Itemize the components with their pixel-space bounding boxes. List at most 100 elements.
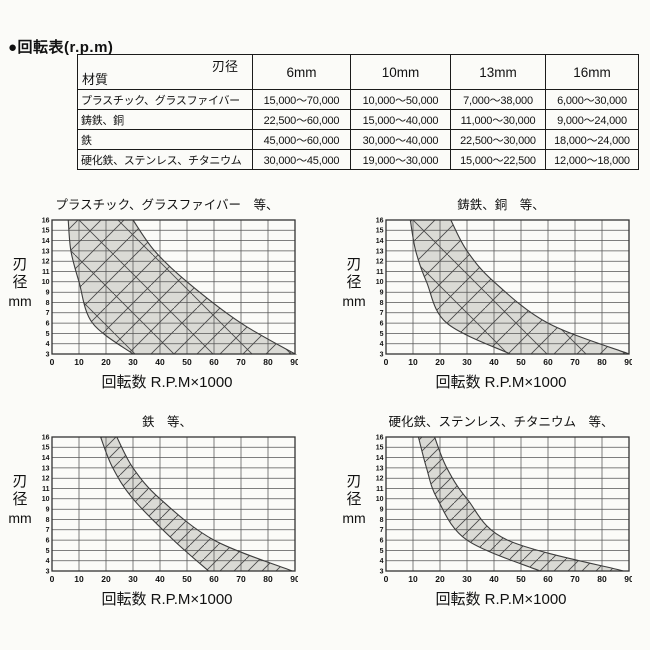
- svg-text:15: 15: [42, 445, 50, 452]
- y-axis-label: 刃 径 mm: [4, 216, 36, 368]
- svg-text:8: 8: [380, 517, 384, 524]
- svg-text:16: 16: [42, 434, 50, 441]
- svg-text:10: 10: [74, 574, 84, 584]
- y-axis-label-unit: mm: [342, 293, 366, 309]
- svg-text:0: 0: [50, 357, 55, 367]
- material-cell: 硬化鉄、ステンレス、チタニウム: [77, 149, 253, 170]
- x-axis-label: 回転数 R.P.M×1000: [101, 374, 233, 391]
- rpm-range-cell: 6,000〜30,000: [545, 89, 639, 110]
- svg-text:4: 4: [46, 341, 50, 348]
- svg-text:40: 40: [489, 574, 499, 584]
- chart-title: 鉄 等、: [141, 415, 192, 429]
- y-axis-label: 刃 径 mm: [338, 216, 370, 368]
- svg-text:70: 70: [236, 357, 246, 367]
- table-row: 鋳鉄、銅 22,500〜60,000 15,000〜40,000 11,000〜…: [77, 109, 639, 130]
- svg-text:11: 11: [42, 486, 50, 493]
- svg-text:14: 14: [376, 455, 384, 462]
- svg-text:6: 6: [380, 321, 384, 328]
- chart-plot-area: 0 10 20 30 40 50 60 70 80 90 3 4 5 6 7 8 9 10 11 12 13 14 15 16: [42, 434, 298, 584]
- svg-text:90: 90: [290, 357, 298, 367]
- y-axis-label: 刃 径 mm: [338, 433, 370, 585]
- svg-text:16: 16: [42, 217, 50, 224]
- svg-text:0: 0: [384, 574, 389, 584]
- rpm-range-cell: 22,500〜30,000: [450, 129, 546, 150]
- svg-text:14: 14: [42, 455, 50, 462]
- svg-text:10: 10: [42, 279, 50, 286]
- chart-hardened-steel: 硬化鉄、ステンレス、チタニウム 等、 刃 径 mm 0 10 20 30 40 50 60 7…: [338, 413, 638, 609]
- y-axis-label-unit: mm: [342, 510, 366, 526]
- rpm-range-cell: 18,000〜24,000: [545, 129, 639, 150]
- svg-text:4: 4: [380, 558, 384, 565]
- svg-text:7: 7: [380, 310, 384, 317]
- rpm-range-cell: 22,500〜60,000: [252, 109, 351, 130]
- chart-title: 硬化鉄、ステンレス、チタニウム 等、: [388, 415, 614, 429]
- svg-text:30: 30: [128, 574, 138, 584]
- svg-text:16: 16: [376, 217, 384, 224]
- svg-text:70: 70: [236, 574, 246, 584]
- table-row: 硬化鉄、ステンレス、チタニウム 30,000〜45,000 19,000〜30,…: [77, 149, 639, 170]
- svg-text:80: 80: [597, 574, 607, 584]
- svg-text:15: 15: [376, 445, 384, 452]
- svg-text:9: 9: [46, 507, 50, 514]
- svg-text:12: 12: [42, 476, 50, 483]
- diagonal-header-cell: 刃径 材質: [77, 54, 253, 90]
- column-header-16mm: 16mm: [545, 54, 639, 90]
- svg-text:30: 30: [462, 357, 472, 367]
- x-axis-label: 回転数 R.P.M×1000: [101, 591, 233, 608]
- svg-text:15: 15: [376, 228, 384, 235]
- svg-text:20: 20: [101, 574, 111, 584]
- rpm-range-cell: 15,000〜22,500: [450, 149, 546, 170]
- svg-text:3: 3: [46, 568, 50, 575]
- rpm-range-cell: 45,000〜60,000: [252, 129, 351, 150]
- svg-text:12: 12: [42, 259, 50, 266]
- header-blade-diameter: 刃径: [211, 59, 238, 74]
- rpm-range-cell: 7,000〜38,000: [450, 89, 546, 110]
- svg-text:90: 90: [624, 357, 632, 367]
- y-axis-label-char: 刃: [346, 255, 362, 273]
- svg-text:50: 50: [182, 357, 192, 367]
- svg-text:5: 5: [46, 331, 50, 338]
- x-axis-label: 回転数 R.P.M×1000: [435, 591, 567, 608]
- svg-text:6: 6: [46, 538, 50, 545]
- svg-text:10: 10: [74, 357, 84, 367]
- chart-plastics: プラスチック、グラスファイバー 等、 刃 径 mm 0 10 20 30 40 50 60 7…: [4, 196, 304, 392]
- svg-text:3: 3: [380, 351, 384, 358]
- svg-text:9: 9: [380, 507, 384, 514]
- rpm-range-cell: 30,000〜45,000: [252, 149, 351, 170]
- chart-title: 鋳鉄、銅 等、: [457, 198, 545, 212]
- svg-text:60: 60: [543, 357, 553, 367]
- y-axis-label-char: 刃: [346, 472, 362, 490]
- y-axis-label: 刃 径 mm: [4, 433, 36, 585]
- svg-text:20: 20: [435, 357, 445, 367]
- svg-text:80: 80: [263, 357, 273, 367]
- material-cell: 鉄: [77, 129, 253, 150]
- svg-text:6: 6: [380, 538, 384, 545]
- rpm-range-cell: 15,000〜40,000: [350, 109, 451, 130]
- svg-text:15: 15: [42, 228, 50, 235]
- svg-text:60: 60: [209, 574, 219, 584]
- svg-text:90: 90: [624, 574, 632, 584]
- svg-text:5: 5: [380, 548, 384, 555]
- svg-text:6: 6: [46, 321, 50, 328]
- svg-text:16: 16: [376, 434, 384, 441]
- svg-text:7: 7: [46, 527, 50, 534]
- y-axis-label-char: 径: [12, 491, 28, 509]
- svg-text:10: 10: [376, 279, 384, 286]
- x-axis-label: 回転数 R.P.M×1000: [435, 374, 567, 391]
- svg-text:10: 10: [42, 496, 50, 503]
- svg-text:14: 14: [376, 238, 384, 245]
- y-axis-label-unit: mm: [8, 293, 32, 309]
- svg-text:30: 30: [462, 574, 472, 584]
- svg-text:10: 10: [408, 574, 418, 584]
- svg-text:9: 9: [380, 290, 384, 297]
- svg-text:7: 7: [380, 527, 384, 534]
- svg-text:50: 50: [182, 574, 192, 584]
- svg-text:90: 90: [290, 574, 298, 584]
- material-cell: 鋳鉄、銅: [77, 109, 253, 130]
- svg-text:40: 40: [155, 357, 165, 367]
- column-header-13mm: 13mm: [450, 54, 546, 90]
- page-title: ●回転表(r.p.m): [8, 39, 114, 56]
- svg-text:0: 0: [384, 357, 389, 367]
- svg-text:50: 50: [516, 574, 526, 584]
- svg-text:8: 8: [46, 300, 50, 307]
